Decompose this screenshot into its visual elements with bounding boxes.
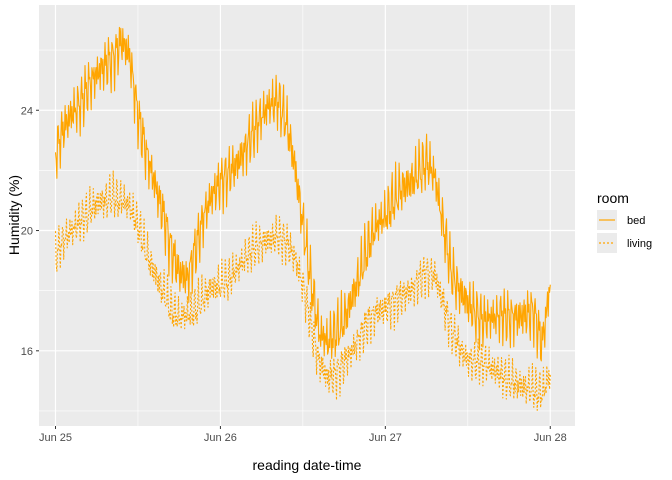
y-tick-label: 24	[21, 105, 33, 117]
legend: room bed living	[597, 190, 652, 253]
legend-title: room	[597, 190, 629, 206]
y-axis-title: Humidity (%)	[6, 175, 22, 255]
x-tick-label: Jun 28	[534, 432, 567, 444]
y-axis: 16 20 24	[21, 105, 39, 358]
x-tick-label: Jun 26	[204, 432, 237, 444]
x-axis: Jun 25 Jun 26 Jun 27 Jun 28	[39, 426, 567, 444]
x-tick-label: Jun 25	[39, 432, 72, 444]
series-layer	[54, 26, 551, 411]
y-tick-label: 20	[21, 226, 33, 238]
series-line-bed	[54, 26, 551, 362]
plot-panel	[39, 5, 575, 426]
legend-label-bed: bed	[627, 215, 645, 227]
x-axis-title: reading date-time	[253, 457, 362, 473]
legend-label-living: living	[627, 238, 652, 250]
series-line-living	[54, 170, 551, 411]
major-grid	[39, 5, 575, 426]
x-tick-label: Jun 27	[369, 432, 402, 444]
y-tick-label: 16	[21, 346, 33, 358]
